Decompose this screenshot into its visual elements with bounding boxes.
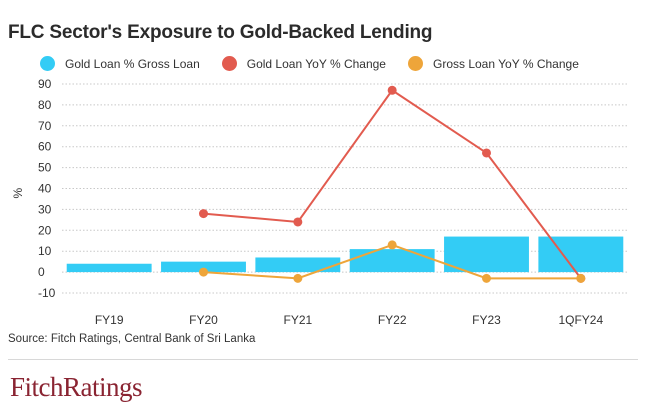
chart-title: FLC Sector's Exposure to Gold-Backed Len… [8, 22, 433, 43]
x-tick-label: 1QFY24 [558, 313, 603, 327]
y-tick-label: 20 [38, 223, 52, 237]
legend-item-gross-loan-yoy: Gross Loan YoY % Change [407, 56, 579, 71]
chart-plot: 90 80 70 60 50 40 30 20 10 0 -10% FY19 FY20 FY21 FY22 F… [11, 77, 628, 327]
bar [349, 249, 435, 273]
bar [538, 236, 624, 273]
chart-legend: Gold Loan % Gross Loan Gold Loan YoY % C… [40, 56, 579, 71]
legend-label-gold-loan-yoy: Gold Loan YoY % Change [246, 56, 386, 71]
series-point [199, 209, 208, 219]
bar [255, 257, 341, 273]
series-point [293, 273, 303, 283]
fitch-ratings-logo: FitchRatings [10, 372, 143, 402]
bar [161, 261, 246, 273]
legend-label-gross-loan-yoy: Gross Loan YoY % Change [432, 56, 579, 71]
series-point [482, 273, 491, 283]
y-tick-label: 50 [38, 161, 52, 175]
series-point [387, 240, 397, 250]
bar [444, 236, 529, 273]
x-tick-label: FY22 [378, 313, 407, 327]
y-axis-label: % [11, 188, 25, 199]
x-tick-label: FY19 [95, 313, 124, 327]
legend-swatch-gold-loan-yoy [221, 56, 237, 71]
series-point [199, 267, 208, 277]
x-tick-label: FY21 [283, 313, 312, 327]
series-point [482, 148, 491, 158]
legend-swatch-gold-loan-share [40, 56, 55, 71]
x-tick-label: FY20 [189, 313, 218, 327]
legend-label-gold-loan-share: Gold Loan % Gross Loan [65, 56, 200, 71]
legend-item-gold-loan-share: Gold Loan % Gross Loan [40, 56, 200, 71]
y-tick-label: 40 [38, 182, 52, 196]
y-tick-label: 70 [38, 119, 52, 133]
series-point [293, 217, 303, 227]
y-tick-label: 0 [38, 265, 45, 279]
footer-divider [8, 359, 638, 360]
series-point [576, 273, 586, 283]
legend-item-gold-loan-yoy: Gold Loan YoY % Change [221, 56, 386, 71]
source-note: Source: Fitch Ratings, Central Bank of S… [8, 333, 256, 345]
y-tick-label: 60 [38, 140, 52, 154]
y-tick-label: -10 [38, 286, 56, 300]
series-point [387, 85, 397, 95]
legend-swatch-gross-loan-yoy [407, 56, 423, 71]
y-tick-label: 10 [38, 244, 52, 258]
y-tick-label: 90 [38, 77, 52, 91]
bar [66, 263, 152, 273]
y-tick-label: 80 [38, 98, 52, 112]
y-tick-label: 30 [38, 202, 52, 216]
x-tick-label: FY23 [472, 313, 501, 327]
